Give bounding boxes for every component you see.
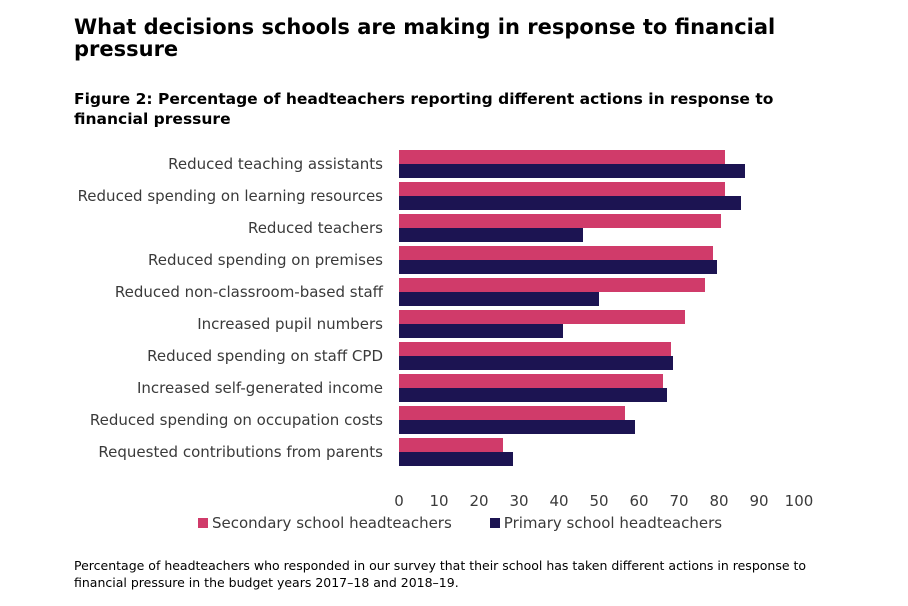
bar-secondary [399, 406, 625, 420]
bar-secondary [399, 278, 705, 292]
x-tick-label: 60 [629, 492, 648, 510]
x-tick-label: 40 [549, 492, 568, 510]
x-tick-label: 70 [669, 492, 688, 510]
category-label: Reduced spending on learning resources [78, 187, 384, 205]
category-label: Increased pupil numbers [197, 315, 383, 333]
legend-item: Secondary school headteachers [198, 514, 452, 532]
bar-primary [399, 164, 745, 178]
bar-primary [399, 420, 635, 434]
category-label: Reduced spending on staff CPD [147, 347, 383, 365]
legend-item: Primary school headteachers [489, 514, 723, 532]
bar-primary [399, 228, 583, 242]
bar-primary [399, 452, 513, 466]
figure-title: Figure 2: Percentage of headteachers rep… [74, 90, 774, 128]
category-label: Increased self-generated income [137, 379, 383, 397]
bar-secondary [399, 246, 713, 260]
category-label: Reduced teaching assistants [168, 155, 383, 173]
x-tick-label: 10 [429, 492, 448, 510]
bar-secondary [399, 310, 685, 324]
legend-swatch [489, 518, 500, 528]
bar-secondary [399, 182, 725, 196]
page-heading: What decisions schools are making in res… [74, 15, 776, 61]
category-label: Requested contributions from parents [98, 443, 383, 461]
bar-primary [399, 356, 673, 370]
x-tick-label: 20 [469, 492, 488, 510]
category-label: Reduced non-classroom-based staff [115, 283, 384, 301]
legend-swatch [198, 518, 208, 528]
x-tick-label: 80 [709, 492, 728, 510]
category-label: Reduced spending on premises [148, 251, 383, 269]
bar-primary [399, 260, 717, 274]
bar-primary [399, 292, 599, 306]
bar-primary [399, 388, 667, 402]
chart-legend: Secondary school headteachers Primary sch… [198, 514, 722, 532]
x-tick-label: 50 [589, 492, 608, 510]
bar-secondary [399, 374, 663, 388]
x-tick-label: 0 [394, 492, 404, 510]
bar-primary [399, 324, 563, 338]
bar-secondary [399, 342, 671, 356]
category-label: Reduced spending on occupation costs [90, 411, 383, 429]
bar-secondary [399, 438, 503, 452]
legend-label: Secondary school headteachers [212, 514, 452, 532]
x-tick-label: 100 [785, 492, 814, 510]
bar-chart: Reduced teaching assistants Reduced spend… [78, 150, 814, 510]
bar-primary [399, 196, 741, 210]
bar-secondary [399, 214, 721, 228]
x-tick-label: 90 [749, 492, 768, 510]
figure-caption: Percentage of headteachers who responded… [74, 558, 807, 590]
legend-label: Primary school headteachers [503, 514, 723, 532]
x-tick-label: 30 [509, 492, 528, 510]
bar-secondary [399, 150, 725, 164]
category-label: Reduced teachers [248, 219, 383, 237]
